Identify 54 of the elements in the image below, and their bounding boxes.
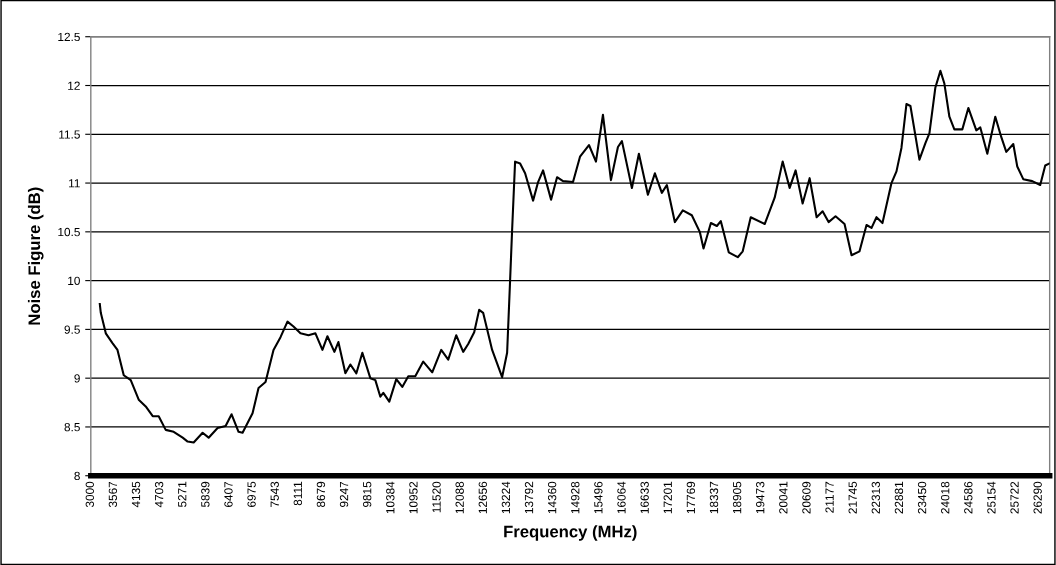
x-tick-label: 3567 — [108, 481, 118, 508]
x-tick-label: 9247 — [339, 481, 349, 507]
x-tick-label: 12088 — [455, 481, 464, 514]
x-tick-label: 23450 — [917, 481, 927, 514]
x-tick-label: 9815 — [362, 481, 372, 507]
x-tick-label: 6407 — [224, 481, 233, 507]
x-tick-label: 21177 — [825, 481, 834, 513]
x-tick-label: 24586 — [964, 481, 973, 514]
x-tick-label: 11520 — [432, 481, 441, 513]
x-tick-label: 15496 — [594, 481, 603, 514]
x-tick-label: 14360 — [547, 481, 557, 514]
x-tick-label: 14928 — [571, 481, 580, 514]
x-tick-label: 24018 — [941, 481, 950, 514]
x-tick-label: 22313 — [871, 481, 880, 514]
x-axis-title: Frequency (MHz) — [504, 525, 637, 541]
x-tick-label: 20609 — [802, 481, 811, 514]
x-tick-label: 20041 — [779, 481, 788, 514]
x-tick-label: 18337 — [709, 481, 719, 514]
x-tick-label: 10384 — [386, 481, 395, 514]
x-tick-label: 8679 — [316, 481, 326, 508]
x-tick-label: 17769 — [686, 481, 696, 514]
x-tick-label: 7543 — [270, 481, 279, 507]
y-tick-label: 10 — [68, 276, 80, 286]
x-tick-label: 25154 — [987, 481, 996, 514]
x-tick-label: 21745 — [848, 481, 857, 514]
y-tick-label: 12.5 — [58, 32, 80, 42]
y-tick-label: 8 — [74, 471, 80, 481]
x-tick-label: 16633 — [640, 481, 649, 514]
x-tick-label: 25722 — [1010, 481, 1019, 514]
x-tick-label: 13792 — [524, 481, 534, 514]
x-tick-label: 12656 — [478, 481, 487, 514]
x-tick-label: 19473 — [756, 481, 765, 514]
y-tick-label: 11.5 — [59, 130, 80, 139]
x-tick-label: 26290 — [1033, 481, 1042, 514]
x-tick-label: 4703 — [154, 481, 164, 508]
x-tick-label: 10952 — [409, 481, 418, 514]
x-tick-label: 16064 — [617, 481, 626, 514]
y-axis-title: Noise Figure (dB) — [27, 187, 44, 325]
y-tick-label: 9.5 — [64, 325, 80, 334]
x-tick-label: 5271 — [178, 481, 187, 508]
x-tick-label: 17201 — [663, 481, 672, 514]
x-tick-label: 6975 — [247, 481, 256, 507]
y-tick-label: 12 — [68, 81, 80, 90]
x-tick-label: 8111 — [293, 481, 302, 506]
x-tick-label: 3000 — [85, 481, 94, 508]
y-tick-label: 9 — [74, 374, 80, 383]
x-tick-label: 22881 — [894, 481, 904, 514]
y-tick-label: 10.5 — [58, 227, 80, 237]
x-tick-label: 13224 — [501, 481, 511, 514]
x-tick-label: 5839 — [201, 481, 210, 508]
y-tick-label: 11 — [69, 179, 80, 188]
y-tick-label: 8.5 — [64, 422, 80, 432]
x-tick-label: 4135 — [131, 481, 141, 508]
x-tick-label: 18905 — [732, 481, 742, 514]
